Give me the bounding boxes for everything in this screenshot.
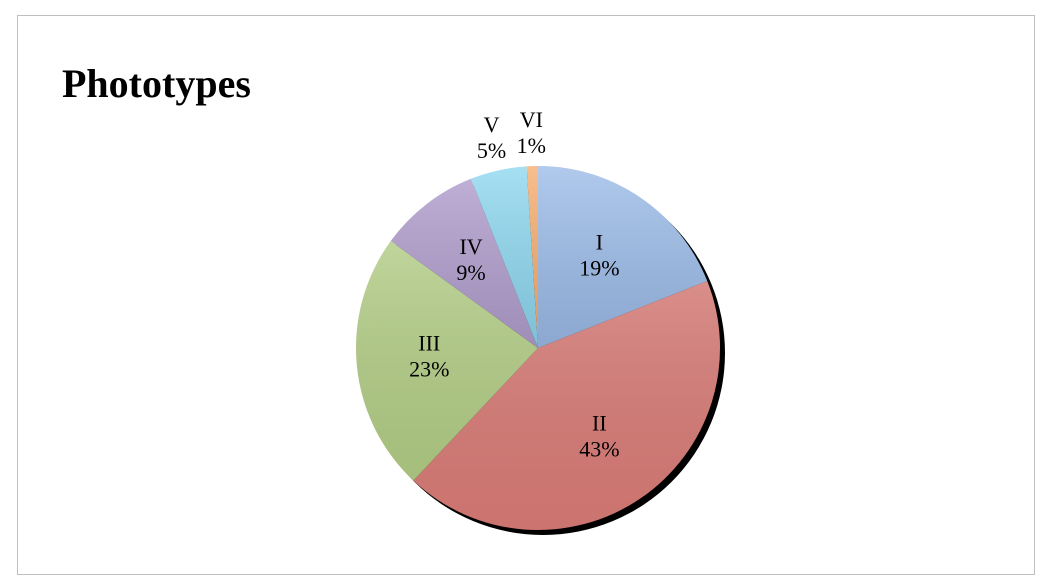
slice-value-label: 9% (456, 260, 485, 285)
slice-value-label: 19% (579, 256, 619, 281)
slice-value-label: 23% (409, 356, 449, 381)
slice-category: II (592, 410, 607, 435)
slice-value-label: 1% (517, 133, 546, 158)
slice-category: VI (520, 107, 543, 132)
chart-title: Phototypes (62, 61, 251, 106)
slice-value-label: 5% (477, 138, 506, 163)
slice-category: V (484, 112, 500, 137)
pie-shading (356, 166, 720, 530)
slice-value-label: 43% (579, 436, 619, 461)
slice-category: I (596, 230, 603, 255)
slice-category: IV (459, 234, 482, 259)
slice-category: III (418, 330, 440, 355)
pie (355, 166, 725, 535)
